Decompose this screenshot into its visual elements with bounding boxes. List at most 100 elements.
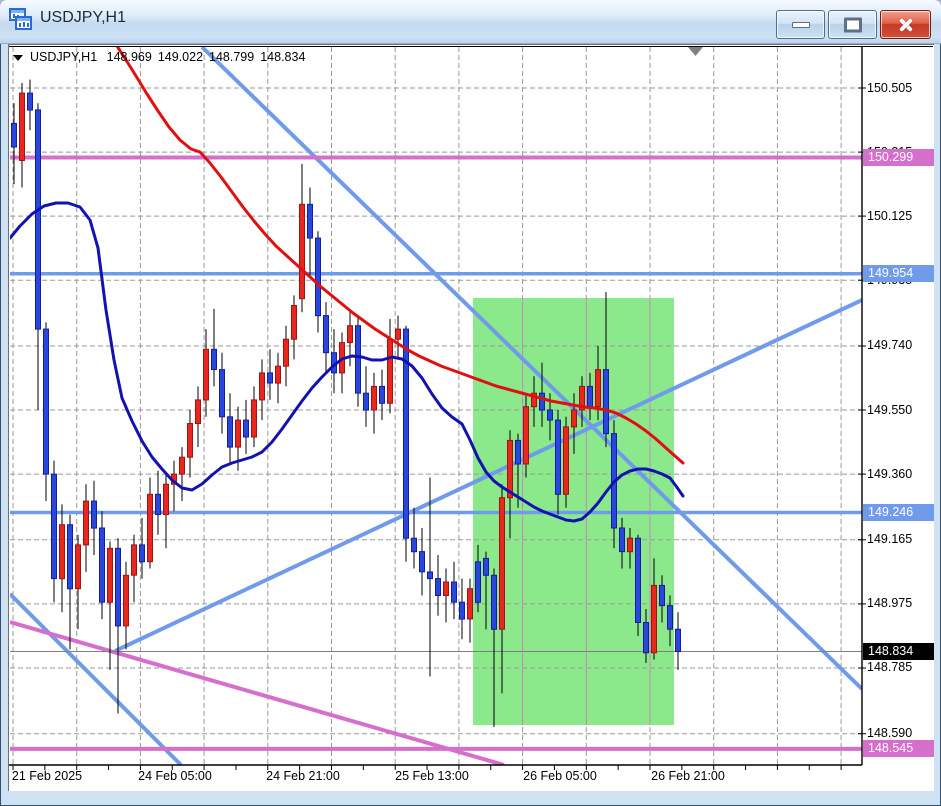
- candle-down: [219, 369, 225, 418]
- candle-up: [371, 385, 377, 411]
- candle-up: [75, 544, 81, 590]
- candle-up: [291, 305, 297, 340]
- y-tick-label: 149.360: [867, 466, 913, 481]
- chart-objects-layer: [10, 47, 862, 765]
- candle-down: [675, 628, 681, 653]
- trendline-downtrend-left[interactable]: [10, 592, 183, 765]
- candle-up: [507, 439, 513, 499]
- y-tick-label: 149.550: [867, 402, 913, 417]
- candle-up: [59, 524, 65, 580]
- candle-down: [267, 372, 273, 384]
- candle-down: [587, 385, 593, 408]
- y-tick-label: 148.975: [867, 596, 913, 611]
- candle-down: [323, 315, 329, 354]
- minimize-icon: [791, 21, 810, 28]
- candle-up: [651, 584, 657, 654]
- price-tag-148.545: 148.545: [863, 740, 934, 758]
- minimize-button[interactable]: [776, 10, 825, 39]
- y-tick-label: 150.125: [867, 208, 913, 223]
- candle-up: [195, 399, 201, 424]
- x-axis-label: 24 Feb 05:00: [138, 769, 212, 783]
- x-axis-label: 25 Feb 13:00: [395, 769, 469, 783]
- candle-down: [475, 561, 481, 603]
- candle-up: [147, 493, 153, 563]
- candle-up: [443, 581, 449, 596]
- candle-up: [203, 348, 209, 401]
- candle-down: [307, 203, 313, 239]
- collapse-arrow-icon[interactable]: [13, 55, 23, 61]
- price-tag-149.954: 149.954: [863, 265, 934, 283]
- candle-down: [43, 328, 49, 475]
- ma-slow-line: [10, 201, 685, 523]
- candle-down: [491, 574, 497, 630]
- candle-down: [27, 92, 33, 111]
- candle-up: [107, 547, 113, 603]
- candle-down: [435, 578, 441, 596]
- candle-up: [523, 406, 529, 465]
- candle-up: [283, 338, 289, 367]
- chart-window-icon: [9, 7, 33, 31]
- ma-fast-line: [115, 47, 685, 465]
- candle-up: [299, 203, 305, 300]
- trendline-downtrend-pink[interactable]: [10, 620, 505, 765]
- candle-up: [163, 483, 169, 516]
- y-tick-label: 149.165: [867, 532, 913, 547]
- candle-down: [411, 537, 417, 553]
- candle-down: [243, 419, 249, 438]
- trendline-downtrend-main[interactable]: [200, 47, 862, 691]
- candle-down: [419, 551, 425, 573]
- candle-down: [99, 527, 105, 603]
- candle-up: [259, 372, 265, 401]
- candle-up: [275, 365, 281, 384]
- candle-up: [395, 328, 401, 340]
- close-button[interactable]: [880, 10, 931, 39]
- candle-up: [595, 369, 601, 408]
- candle-up: [179, 456, 185, 475]
- window-title: USDJPY,H1: [40, 9, 126, 26]
- candle-down: [451, 581, 457, 603]
- ohlc-header[interactable]: USDJPY,H1 148.969 149.022 148.799 148.834: [13, 50, 311, 64]
- candle-down: [547, 409, 553, 421]
- y-tick-label: 150.505: [867, 80, 913, 95]
- candle-up: [467, 588, 473, 620]
- low-value: 148.799: [209, 50, 255, 64]
- candle-down: [211, 348, 217, 370]
- candle-down: [555, 419, 561, 495]
- candle-down: [667, 605, 673, 630]
- candle-down: [643, 622, 649, 654]
- price-tag-149.246: 149.246: [863, 504, 934, 522]
- candle-down: [363, 392, 369, 411]
- candle-down: [619, 527, 625, 553]
- candle-down: [51, 473, 57, 580]
- y-tick-label: 149.740: [867, 338, 913, 353]
- candle-down: [427, 571, 433, 580]
- title-bar[interactable]: USDJPY,H1: [0, 0, 941, 44]
- candle-up: [571, 409, 577, 428]
- candle-down: [91, 500, 97, 529]
- candle-up: [235, 419, 241, 448]
- candle-up: [347, 325, 353, 344]
- maximize-button[interactable]: [828, 10, 877, 39]
- open-value: 148.969: [106, 50, 152, 64]
- candle-up: [499, 497, 505, 630]
- candle-down: [115, 547, 121, 627]
- candle-up: [563, 426, 569, 495]
- high-value: 149.022: [157, 50, 204, 64]
- candle-down: [315, 237, 321, 317]
- candle-down: [659, 584, 665, 607]
- candle-down: [67, 524, 73, 590]
- candle-down: [139, 544, 145, 563]
- x-axis-label: 24 Feb 21:00: [266, 769, 340, 783]
- candle-up: [579, 385, 585, 411]
- candle-up: [19, 92, 25, 161]
- candle-down: [539, 392, 545, 411]
- candle-down: [483, 557, 489, 576]
- candle-down: [515, 439, 521, 465]
- y-tick-label: 148.590: [867, 726, 913, 741]
- candle-up: [187, 423, 193, 458]
- candle-down: [603, 369, 609, 435]
- price-tag-150.299: 150.299: [863, 148, 934, 166]
- x-axis-label: 26 Feb 21:00: [651, 769, 725, 783]
